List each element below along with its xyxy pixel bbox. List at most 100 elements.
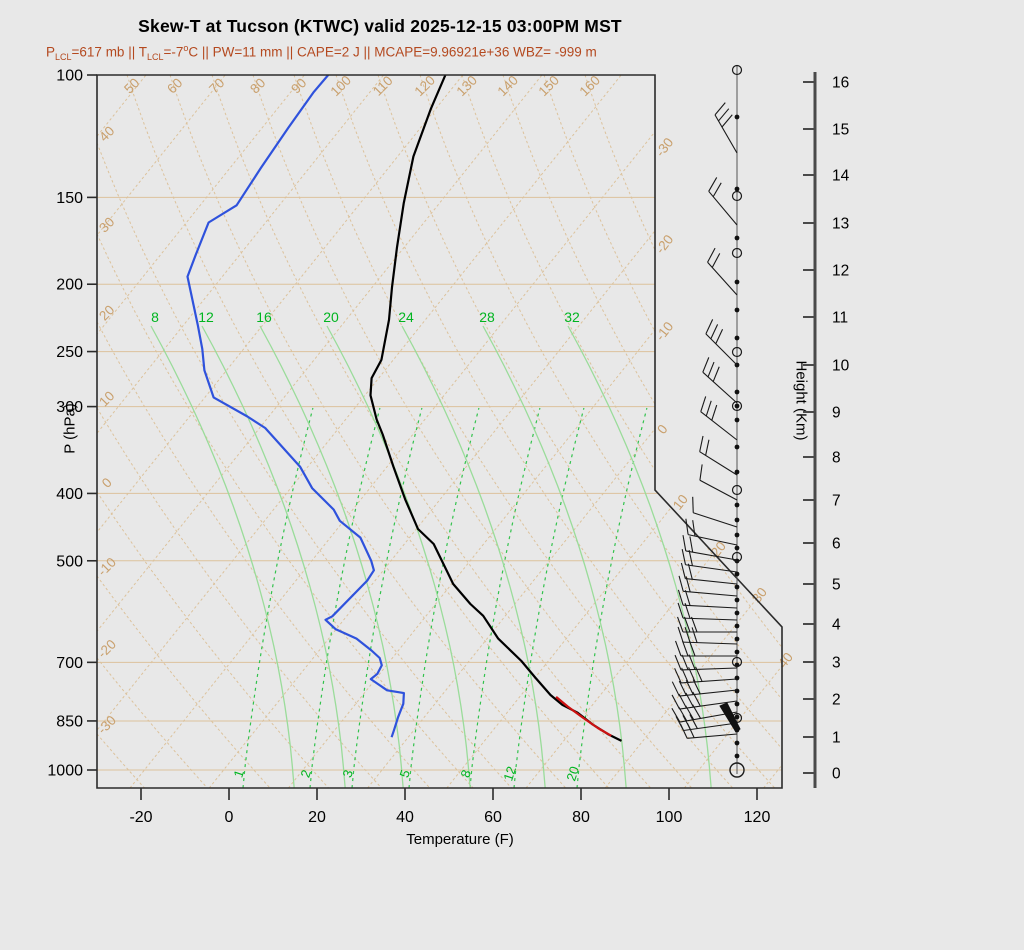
wind-barb <box>714 102 738 154</box>
svg-text:160: 160 <box>577 73 604 100</box>
pressure-tick-label: 100 <box>56 68 83 85</box>
svg-text:-20: -20 <box>653 232 677 257</box>
wind-level-dot <box>734 675 740 681</box>
temperature-tick-label: -20 <box>129 809 152 826</box>
sounding-parameters-line: PLCL=617 mb || TLCL=-7oC || PW=11 mm || … <box>46 43 597 63</box>
wind-barb <box>671 691 738 710</box>
svg-text:110: 110 <box>370 73 396 99</box>
svg-text:-30: -30 <box>653 135 677 160</box>
wind-level-circle <box>731 400 743 412</box>
wind-level-dot <box>734 623 740 629</box>
temperature-tick-label: 60 <box>484 809 502 826</box>
svg-text:70: 70 <box>206 75 227 96</box>
wind-level-dot <box>734 571 740 577</box>
surface-wind-circle <box>729 762 745 778</box>
svg-text:50: 50 <box>121 75 142 96</box>
wind-barb <box>679 723 738 739</box>
wind-level-circle <box>731 247 743 259</box>
svg-text:40: 40 <box>96 123 117 144</box>
svg-text:140: 140 <box>495 73 522 100</box>
height-tick-label: 6 <box>832 536 841 553</box>
wind-level-dot <box>734 740 740 746</box>
svg-text:16: 16 <box>256 309 272 325</box>
wind-barb <box>685 518 738 546</box>
wind-level-dot <box>734 584 740 590</box>
wind-barb <box>702 357 738 404</box>
temperature-tick-label: 100 <box>656 809 683 826</box>
height-tick-label: 11 <box>832 310 848 327</box>
svg-text:30: 30 <box>749 585 770 606</box>
wind-barb <box>677 626 738 645</box>
height-tick-label: 12 <box>832 263 849 280</box>
temperature-tick-label: 80 <box>572 809 590 826</box>
temperature-tick-label: 20 <box>308 809 326 826</box>
wind-barb <box>680 562 738 585</box>
wind-barb <box>674 666 738 684</box>
svg-text:12: 12 <box>500 764 519 782</box>
svg-text:32: 32 <box>564 309 580 325</box>
wind-level-dot <box>734 114 740 120</box>
wind-level-circle <box>731 64 743 76</box>
wind-barb <box>674 654 738 671</box>
temperature-tick-label: 120 <box>744 809 771 826</box>
svg-text:1: 1 <box>230 768 247 780</box>
height-tick-label: 14 <box>832 168 850 185</box>
pressure-tick-label: 1000 <box>47 763 83 780</box>
wind-level-dot <box>734 403 740 409</box>
svg-text:80: 80 <box>247 75 268 96</box>
svg-text:60: 60 <box>164 75 185 96</box>
svg-text:-10: -10 <box>95 555 119 579</box>
wind-barb <box>700 396 738 441</box>
svg-text:40: 40 <box>775 650 796 671</box>
wind-level-dot <box>734 649 740 655</box>
sounding-curves <box>186 75 622 742</box>
wind-level-dot <box>734 417 740 423</box>
svg-text:20: 20 <box>708 539 729 560</box>
wind-level-dot <box>734 688 740 694</box>
svg-text:20: 20 <box>323 309 339 325</box>
svg-text:12: 12 <box>198 309 214 325</box>
svg-text:24: 24 <box>398 309 414 325</box>
height-tick-label: 16 <box>832 75 849 92</box>
height-tick-label: 4 <box>832 617 841 634</box>
temperature-curve <box>369 75 622 742</box>
pressure-tick-label: 500 <box>56 553 83 570</box>
temperature-tick-label: 0 <box>225 809 234 826</box>
wind-level-circle <box>731 656 743 668</box>
height-tick-label: 13 <box>832 216 849 233</box>
wind-level-dot <box>734 701 740 707</box>
wind-level-dot <box>734 636 740 642</box>
wind-barb <box>682 535 738 561</box>
wind-level-dot <box>734 753 740 759</box>
wind-level-dot <box>734 389 740 395</box>
wind-barb <box>675 640 737 657</box>
height-tick-label: 7 <box>832 493 841 510</box>
wind-barb-column <box>671 64 745 778</box>
wind-barb <box>699 435 738 476</box>
wind-level-dot <box>734 517 740 523</box>
pressure-tick-label: 200 <box>56 277 83 294</box>
wind-level-circle <box>731 551 743 563</box>
svg-text:3: 3 <box>339 768 356 780</box>
height-tick-label: 2 <box>832 692 841 709</box>
plot-border <box>96 74 783 789</box>
wind-barb <box>678 575 738 597</box>
height-tick-label: 9 <box>832 405 841 422</box>
height-tick-label: 8 <box>832 450 841 467</box>
pressure-tick-label: 400 <box>56 486 83 503</box>
height-tick-label: 10 <box>832 358 850 375</box>
pressure-tick-label: 850 <box>56 713 83 730</box>
wind-level-circle <box>731 484 743 496</box>
wind-barb <box>681 548 738 573</box>
svg-text:20: 20 <box>96 302 117 323</box>
wind-barb <box>707 247 738 296</box>
svg-text:150: 150 <box>536 73 563 100</box>
wind-level-dot <box>734 610 740 616</box>
virtual-temperature-segment-curve <box>555 696 612 737</box>
wind-level-dot <box>734 279 740 285</box>
wind-level-dot <box>734 714 740 720</box>
pressure-tick-label: 250 <box>56 344 83 361</box>
wind-level-dot <box>734 235 740 241</box>
